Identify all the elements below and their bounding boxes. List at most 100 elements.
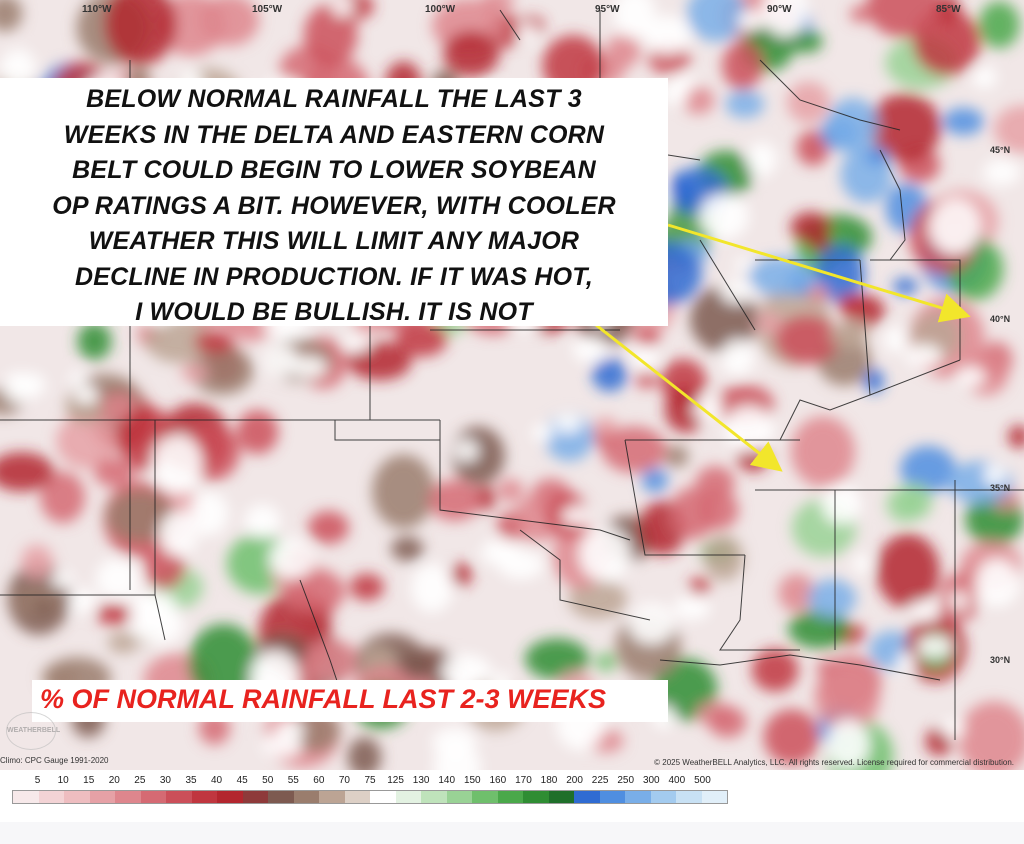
rainfall-patch (826, 719, 870, 770)
rainfall-patch (269, 538, 316, 579)
rainfall-patch (107, 631, 139, 654)
rainfall-patch (849, 5, 872, 23)
rainfall-patch (721, 41, 763, 91)
lat-label-30n: 30°N (990, 655, 1011, 665)
rainfall-patch (942, 107, 984, 136)
rainfall-patch (958, 701, 1024, 770)
legend-tick-label: 15 (83, 775, 95, 786)
arrow-eastern-corn-belt (667, 223, 971, 323)
legend-tick-label: 70 (338, 775, 350, 786)
rainfall-patch (595, 652, 616, 672)
copyright-notice: © 2025 WeatherBELL Analytics, LLC. All r… (654, 758, 1014, 767)
rainfall-patch (689, 577, 710, 596)
rainfall-patch (518, 22, 536, 42)
rainfall-patch (755, 312, 783, 335)
rainfall-patch (664, 445, 689, 468)
rainfall-patch (737, 11, 767, 30)
rainfall-patch (810, 236, 831, 252)
rainfall-patch (733, 258, 754, 271)
rainfall-patch (11, 586, 63, 619)
legend-tick-label: 130 (412, 775, 430, 786)
rainfall-patch (480, 0, 515, 12)
rainfall-patch (194, 330, 233, 354)
rainfall-patch (908, 600, 941, 622)
rainfall-patch (635, 371, 658, 389)
rainfall-patch (670, 72, 696, 90)
rainfall-patch (748, 256, 811, 296)
legend-swatch (140, 791, 166, 803)
rainfall-patch (498, 550, 544, 580)
legend-tick-label: 50 (262, 775, 274, 786)
legend-swatch (242, 791, 268, 803)
rainfall-patch (347, 737, 382, 770)
legend-swatch (395, 791, 421, 803)
legend-swatch (217, 791, 243, 803)
lat-label-45n: 45°N (990, 145, 1011, 155)
legend-tick-label: 225 (591, 775, 609, 786)
rainfall-patch (572, 335, 608, 363)
rainfall-patch (601, 426, 667, 473)
legend-swatch (676, 791, 702, 803)
rainfall-patch (104, 0, 177, 66)
rainfall-patch (291, 356, 327, 378)
rainfall-patch (188, 491, 229, 536)
rainfall-patch (283, 568, 346, 615)
rainfall-patch (262, 343, 298, 378)
rainfall-patch (347, 341, 412, 381)
rainfall-patch (747, 142, 777, 177)
rainfall-patch (145, 318, 214, 364)
rainfall-patch (410, 563, 453, 613)
rainfall-patch (151, 434, 203, 494)
rainfall-patch (20, 544, 53, 579)
caption-text: % OF NORMAL RAINFALL LAST 2-3 WEEKS (40, 684, 607, 714)
rainfall-patch (307, 511, 349, 544)
rainfall-patch (593, 417, 618, 437)
legend-swatch (319, 791, 345, 803)
rainfall-patch (900, 445, 956, 493)
rainfall-patch (815, 244, 865, 303)
legend-tick-label: 20 (108, 775, 120, 786)
legend-swatch (344, 791, 370, 803)
legend-swatch (625, 791, 651, 803)
rainfall-patch (454, 439, 479, 462)
rainfall-patch (917, 636, 953, 658)
rainfall-patch (796, 130, 830, 166)
legend-swatch (472, 791, 498, 803)
rainfall-patch (606, 34, 641, 69)
rainfall-patch (671, 176, 697, 205)
rainfall-patch (390, 536, 424, 562)
rainfall-patch (975, 558, 1020, 607)
rainfall-patch (808, 285, 829, 303)
rainfall-patch (778, 573, 816, 613)
headline-box (0, 78, 668, 326)
legend-swatch (574, 791, 600, 803)
legend-tick-label: 60 (313, 775, 325, 786)
rainfall-patch (40, 471, 86, 524)
rainfall-patch (790, 416, 856, 487)
rainfall-patch (236, 410, 279, 455)
rainfall-patch (673, 595, 711, 621)
rainfall-patch (579, 527, 631, 582)
rainfall-patch (497, 478, 524, 502)
rainfall-patch (261, 732, 303, 758)
rainfall-patch (244, 504, 281, 538)
rainfall-patch (904, 344, 943, 367)
rainfall-patch (807, 579, 857, 618)
rainfall-patch (349, 573, 385, 601)
lon-label-95w: 95°W (595, 4, 620, 15)
rainfall-patch (561, 506, 591, 525)
arrow-delta (595, 323, 783, 472)
rainfall-patch (190, 346, 254, 395)
legend-swatch (38, 791, 64, 803)
lon-label-85w: 85°W (936, 4, 961, 15)
rainfall-patch (372, 454, 435, 529)
rainfall-patch (143, 546, 185, 590)
rainfall-patch (568, 579, 628, 620)
rainfall-patch (50, 571, 74, 589)
legend-tick-label: 300 (642, 775, 660, 786)
rainfall-patch (1008, 425, 1024, 449)
rainfall-patch (898, 482, 933, 520)
lat-label-35n: 35°N (990, 483, 1011, 493)
legend-swatch (650, 791, 676, 803)
rainfall-patch (949, 591, 968, 611)
